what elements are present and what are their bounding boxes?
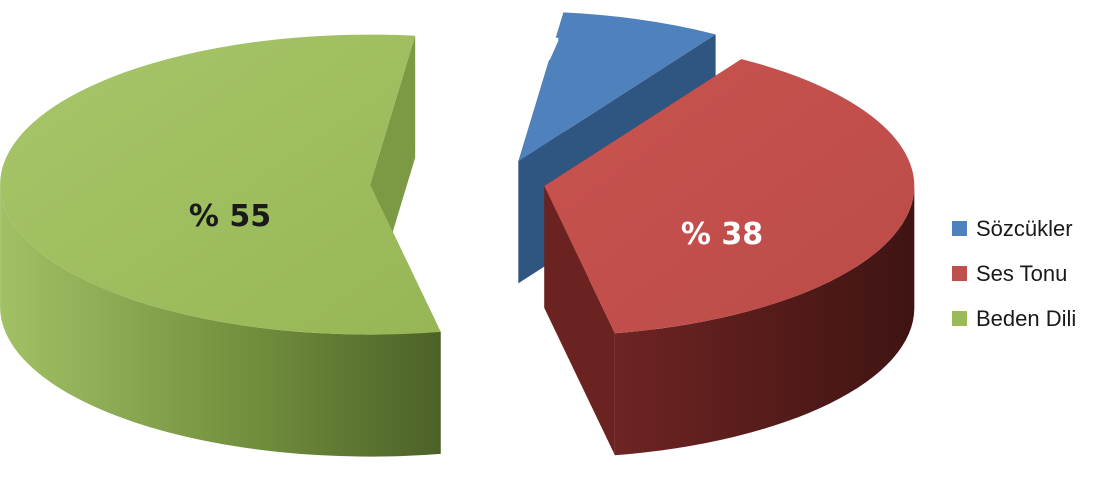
- pie-slice-ses-tonu: [544, 59, 915, 334]
- pie-slice-sozcukler: [518, 12, 716, 162]
- legend-item-ses-tonu: Ses Tonu: [952, 251, 1118, 296]
- data-label-sozcukler: % 7: [499, 33, 560, 68]
- slice-side-beden-dili: [0, 184, 441, 457]
- data-label-beden-dili: % 55: [189, 199, 271, 234]
- pie-slice-beden-dili: [0, 34, 441, 335]
- legend-swatch: [952, 266, 967, 281]
- legend-label: Sözcükler: [976, 215, 1073, 241]
- slice-side-ses-tonu: [544, 186, 615, 456]
- legend-label: Ses Tonu: [976, 260, 1068, 286]
- legend-label: Beden Dili: [976, 305, 1077, 331]
- legend: Sözcükler Ses Tonu Beden Dili: [952, 206, 1118, 341]
- data-label-ses-tonu: % 38: [681, 217, 763, 252]
- legend-item-sozcukler: Sözcükler: [952, 206, 1118, 251]
- legend-swatch: [952, 221, 967, 236]
- legend-item-beden-dili: Beden Dili: [952, 296, 1118, 341]
- legend-swatch: [952, 311, 967, 326]
- pie-data-labels: % 7 % 38 % 55: [189, 33, 763, 252]
- pie-slices: [0, 12, 915, 335]
- slice-side-ses-tonu: [614, 186, 915, 456]
